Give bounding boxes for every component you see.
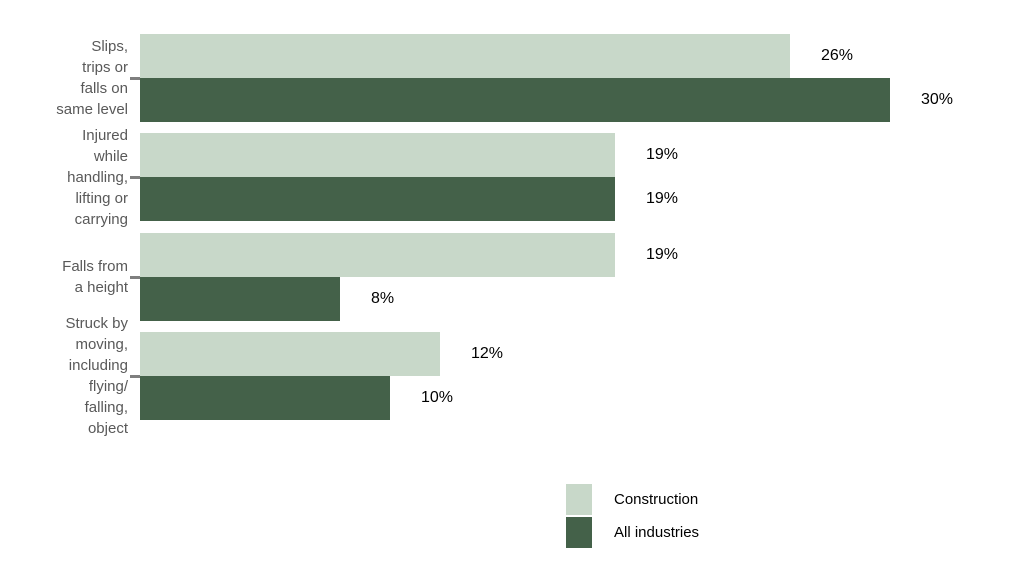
value-label-all-industries: 8% bbox=[371, 290, 395, 307]
value-label-construction: 26% bbox=[821, 47, 854, 64]
category-label-slips-trips-or-falls-on-: Slips, trips or falls on same level bbox=[56, 38, 128, 118]
legend-swatch-all-industries bbox=[566, 517, 592, 548]
axis-tick bbox=[130, 375, 140, 378]
category-label-falls-from-a-height: Falls from a height bbox=[62, 258, 128, 296]
legend-item-construction: Construction bbox=[566, 484, 698, 515]
bar-all-industries bbox=[140, 376, 390, 420]
legend-item-all-industries: All industries bbox=[566, 517, 699, 548]
value-label-all-industries: 30% bbox=[921, 91, 954, 108]
bar-construction bbox=[140, 332, 440, 376]
bar-all-industries bbox=[140, 78, 890, 122]
bar-all-industries bbox=[140, 277, 340, 321]
value-label-all-industries: 19% bbox=[646, 190, 679, 207]
bar-construction bbox=[140, 233, 615, 277]
axis-tick bbox=[130, 276, 140, 279]
bar-all-industries bbox=[140, 177, 615, 221]
legend-label-all-industries: All industries bbox=[614, 524, 700, 541]
category-label-struck-by-moving-includi: Struck by moving, including flying/ fall… bbox=[65, 315, 128, 437]
legend-swatch-construction bbox=[566, 484, 592, 515]
value-label-all-industries: 10% bbox=[421, 389, 454, 406]
category-label-injured-while-handling-l: Injured while handling, lifting or carry… bbox=[67, 126, 128, 228]
axis-tick bbox=[130, 176, 140, 179]
bar-construction bbox=[140, 34, 790, 78]
legend-label-construction: Construction bbox=[614, 491, 699, 508]
bar-construction bbox=[140, 133, 615, 177]
value-label-construction: 19% bbox=[646, 146, 679, 163]
value-label-construction: 12% bbox=[471, 345, 504, 362]
value-label-construction: 19% bbox=[646, 246, 679, 263]
axis-tick bbox=[130, 77, 140, 80]
